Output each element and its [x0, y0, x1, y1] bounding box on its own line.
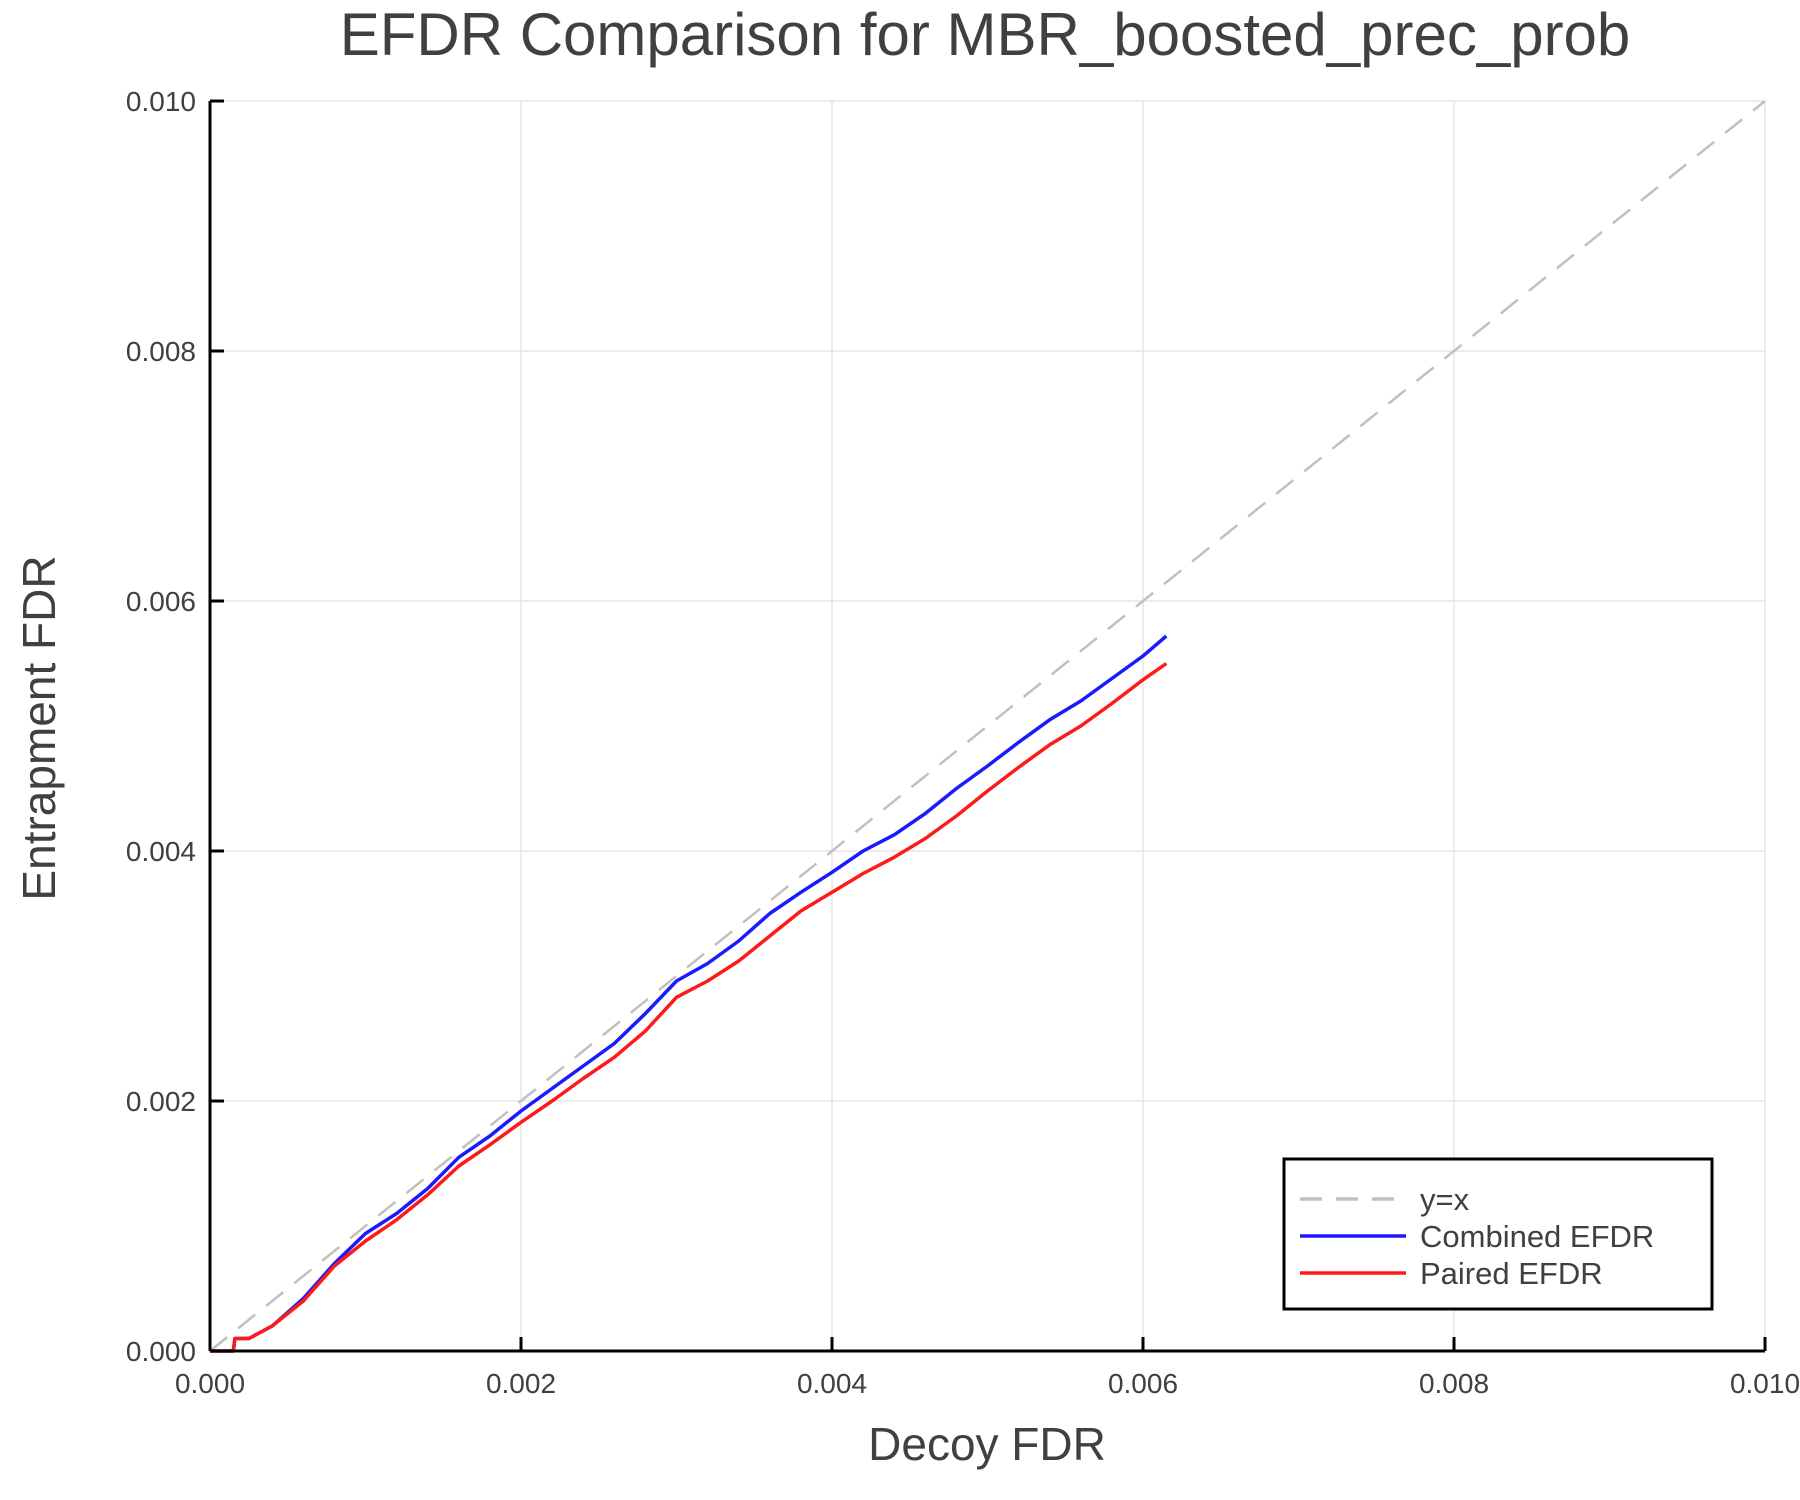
axes: 0.000 0.002 0.004 0.006 0.008 0.010 0.000 0.002…	[126, 86, 1800, 1399]
series-line-paired-efdr	[210, 662, 1168, 1353]
y-tick-label: 0.008	[126, 336, 196, 367]
legend-box	[1282, 1157, 1714, 1311]
chart-title: EFDR Comparison for MBR_boosted_prec_pro…	[340, 1, 1631, 68]
x-tick-label: 0.008	[1419, 1368, 1489, 1399]
y-tick-label: 0.004	[126, 836, 196, 867]
x-tick-label: 0.004	[797, 1368, 867, 1399]
series-line-combined-efdr	[210, 634, 1168, 1353]
x-axis-label: Decoy FDR	[868, 1418, 1106, 1470]
x-tick-label: 0.000	[175, 1368, 245, 1399]
series-line-y-x	[209, 100, 1766, 1352]
y-tick-label: 0.002	[126, 1086, 196, 1117]
legend-label: Paired EFDR	[1420, 1256, 1603, 1291]
legend-label: Combined EFDR	[1420, 1219, 1654, 1254]
x-tick-label: 0.010	[1730, 1368, 1800, 1399]
y-axis-label: Entrapment FDR	[13, 555, 65, 900]
legend-label: y=x	[1420, 1182, 1470, 1217]
y-tick-label: 0.000	[126, 1336, 196, 1367]
x-tick-label: 0.006	[1108, 1368, 1178, 1399]
series-layer	[209, 100, 1766, 1353]
y-tick-label: 0.010	[126, 86, 196, 117]
x-tick-label: 0.002	[486, 1368, 556, 1399]
y-tick-label: 0.006	[126, 586, 196, 617]
